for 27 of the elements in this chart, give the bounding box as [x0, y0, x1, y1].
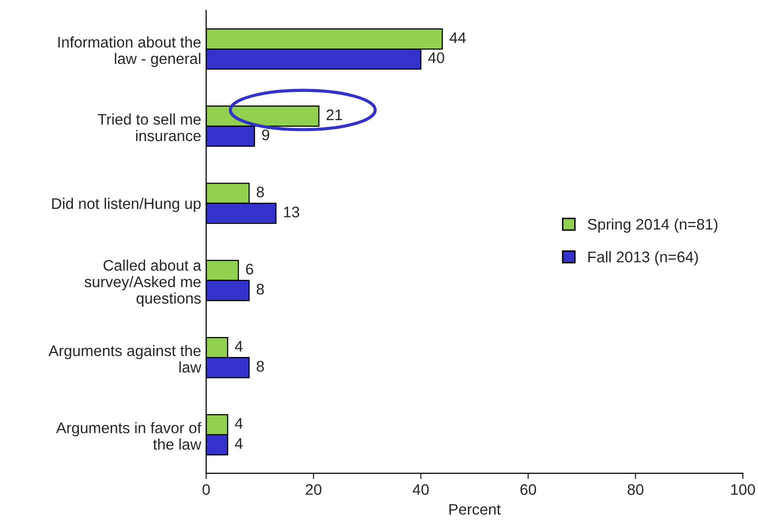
legend-label: Fall 2013 (n=64) — [588, 251, 698, 266]
data-label: 4 — [234, 418, 243, 429]
data-label: 8 — [256, 284, 264, 295]
y-tick-label: Tried to sell me insurance — [98, 114, 201, 142]
x-axis-title: Percent — [449, 504, 501, 515]
x-tick-label: 40 — [412, 484, 429, 495]
data-label: 8 — [256, 360, 264, 372]
x-tick-label: 60 — [520, 484, 536, 495]
x-tick-label: 100 — [731, 484, 755, 495]
data-label: 40 — [428, 52, 444, 64]
y-tick-label: Did not listen/Hung up — [52, 198, 201, 212]
data-label: 9 — [262, 129, 270, 140]
x-tick-label: 20 — [306, 484, 322, 495]
data-label: 4 — [234, 438, 243, 449]
y-tick-label: Information about the law - general — [58, 36, 201, 68]
x-tick-label: 0 — [202, 484, 210, 495]
data-label: 13 — [284, 206, 300, 218]
data-label: 8 — [256, 186, 264, 198]
legend-label: Spring 2014 (n=81) — [588, 218, 718, 233]
y-tick-label: Arguments against the law — [48, 344, 202, 373]
x-tick-label: 80 — [628, 484, 644, 495]
y-tick-label: Called about a survey/Asked me questions — [84, 260, 202, 307]
data-label: 44 — [450, 32, 466, 43]
data-label: 6 — [246, 264, 254, 275]
y-tick-label: Arguments in favor of the law — [56, 422, 202, 450]
data-label: 4 — [234, 341, 243, 352]
data-label: 21 — [326, 109, 342, 120]
